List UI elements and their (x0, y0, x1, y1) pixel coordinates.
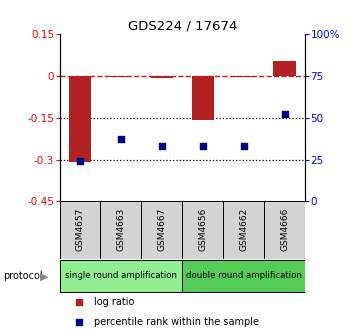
Text: GSM4656: GSM4656 (198, 208, 207, 251)
Bar (223, 202, 264, 259)
Bar (264, 202, 305, 259)
Bar (151, 76, 173, 78)
Text: log ratio: log ratio (94, 297, 134, 307)
Text: GSM4663: GSM4663 (117, 208, 125, 251)
Point (118, 137, 124, 142)
Point (77, 159, 83, 164)
Text: ▶: ▶ (40, 271, 49, 281)
Bar (232, 76, 255, 77)
Text: protocol: protocol (4, 271, 43, 281)
Bar (100, 202, 142, 259)
Title: GDS224 / 17674: GDS224 / 17674 (128, 19, 237, 33)
Point (159, 143, 165, 149)
Point (76, 319, 82, 324)
Point (241, 143, 247, 149)
Bar (69, 76, 91, 162)
Bar (182, 202, 223, 259)
Text: GSM4666: GSM4666 (280, 208, 289, 251)
Bar (110, 76, 132, 77)
Bar (60, 260, 182, 292)
Point (200, 143, 206, 149)
Bar (182, 260, 305, 292)
Text: double round amplification: double round amplification (186, 271, 301, 280)
Bar (60, 202, 100, 259)
Bar (273, 61, 296, 76)
Point (282, 112, 287, 117)
Text: GSM4662: GSM4662 (239, 208, 248, 251)
Point (76, 299, 82, 305)
Text: single round amplification: single round amplification (65, 271, 177, 280)
Text: percentile rank within the sample: percentile rank within the sample (94, 317, 259, 327)
Text: GSM4667: GSM4667 (157, 208, 166, 251)
Bar (142, 202, 182, 259)
Bar (191, 76, 214, 120)
Text: GSM4657: GSM4657 (75, 208, 84, 251)
